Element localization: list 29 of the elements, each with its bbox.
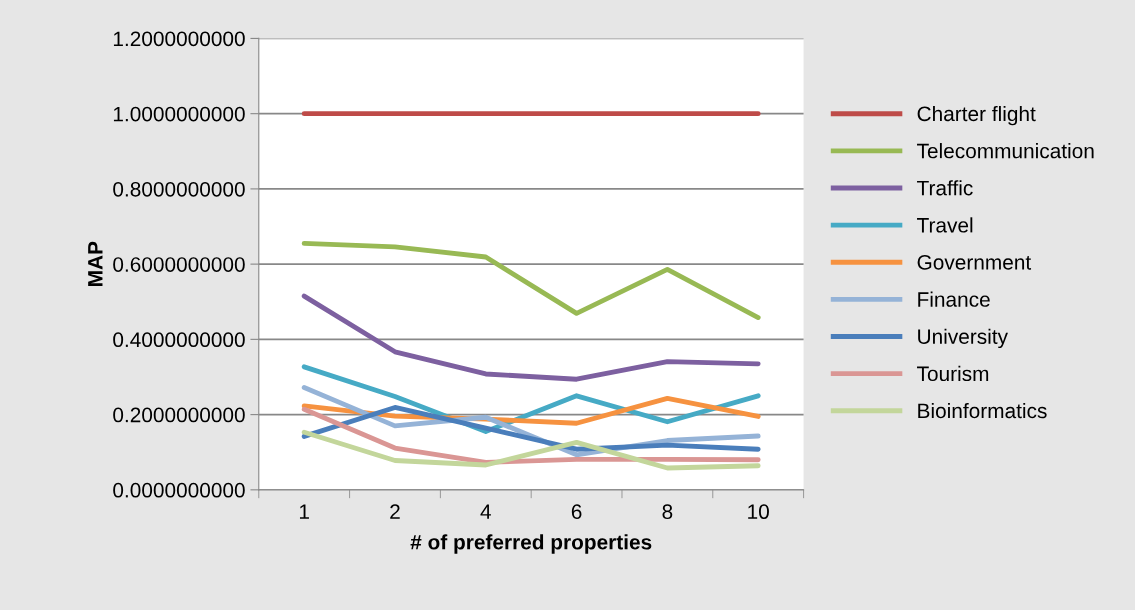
line-series [301, 405, 761, 452]
legend-label: Tourism [917, 365, 989, 382]
x-tick-label: 4 [480, 504, 491, 519]
legend-label: Finance [918, 291, 990, 307]
y-tick-label: 0.0000000000 [113, 482, 245, 498]
legend-label: University [918, 328, 1008, 349]
legend-label: Traffic [917, 180, 973, 196]
y-tick-label: 1.0000000000 [113, 106, 245, 122]
x-tick-label: 10 [748, 504, 769, 520]
legend-label: Charter flight [917, 105, 1036, 126]
x-tick-label: 8 [662, 504, 673, 520]
x-tick-label: 1 [299, 504, 309, 519]
y-tick-label: 0.6000000000 [113, 257, 245, 272]
y-tick-label: 0.4000000000 [113, 332, 245, 348]
y-tick-label: 0.2000000000 [113, 407, 245, 423]
line-series [301, 293, 761, 382]
x-axis-title: # of preferred properties [410, 534, 652, 554]
legend-label: Bioinformatics [918, 402, 1047, 419]
y-axis-title: MAP [88, 241, 103, 286]
line-series [301, 241, 761, 320]
line-series [301, 406, 761, 465]
y-tick-label: 0.8000000000 [113, 181, 245, 197]
y-tick-label: 1.2000000000 [113, 31, 245, 47]
legend-label: Telecommunication [917, 143, 1094, 159]
x-tick-label: 6 [571, 504, 582, 520]
x-tick-label: 2 [390, 504, 400, 519]
legend-label: Travel [917, 217, 973, 233]
legend-label: Government [917, 254, 1032, 270]
line-series [301, 429, 761, 471]
